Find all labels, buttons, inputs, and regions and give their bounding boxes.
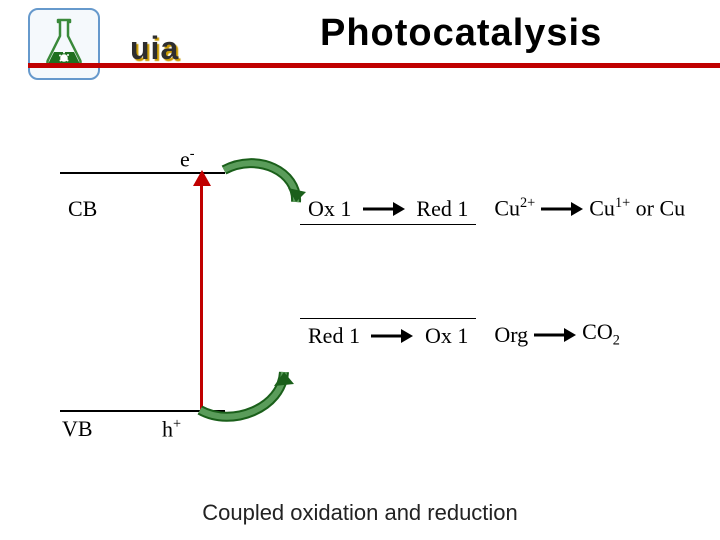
ox1-label: Ox 1	[308, 196, 351, 221]
org-label: Org	[494, 322, 528, 348]
arrow-right-icon	[541, 202, 583, 216]
ox1b-label: Ox 1	[425, 323, 468, 348]
caption-text: Coupled oxidation and reduction	[0, 500, 720, 526]
oxidation-reaction-row: Red 1 Ox 1 Org CO2	[300, 318, 620, 351]
hole-transfer-curve-icon	[192, 358, 298, 422]
electron-label: e-	[180, 146, 195, 172]
page-title: Photocatalysis	[320, 12, 602, 55]
excitation-arrow-head	[193, 170, 211, 186]
header-divider	[28, 63, 720, 68]
reduction-reaction-row: Ox 1 Red 1 Cu2+ Cu1+ or Cu	[300, 192, 685, 225]
uia-logo-text: uia	[130, 30, 179, 67]
red1-label: Red 1	[416, 196, 468, 221]
cu2-label: Cu2+	[494, 195, 535, 221]
arrow-right-icon	[371, 329, 413, 343]
hole-label: h+	[162, 416, 181, 442]
arrow-right-icon	[363, 202, 405, 216]
vb-label: VB	[62, 416, 93, 442]
arrow-right-icon	[534, 328, 576, 342]
lab-flask-icon	[28, 8, 100, 80]
cu1-label: Cu1+ or Cu	[589, 195, 685, 221]
cb-label: CB	[68, 196, 97, 222]
co2-label: CO2	[582, 319, 620, 349]
red1b-label: Red 1	[308, 323, 360, 348]
